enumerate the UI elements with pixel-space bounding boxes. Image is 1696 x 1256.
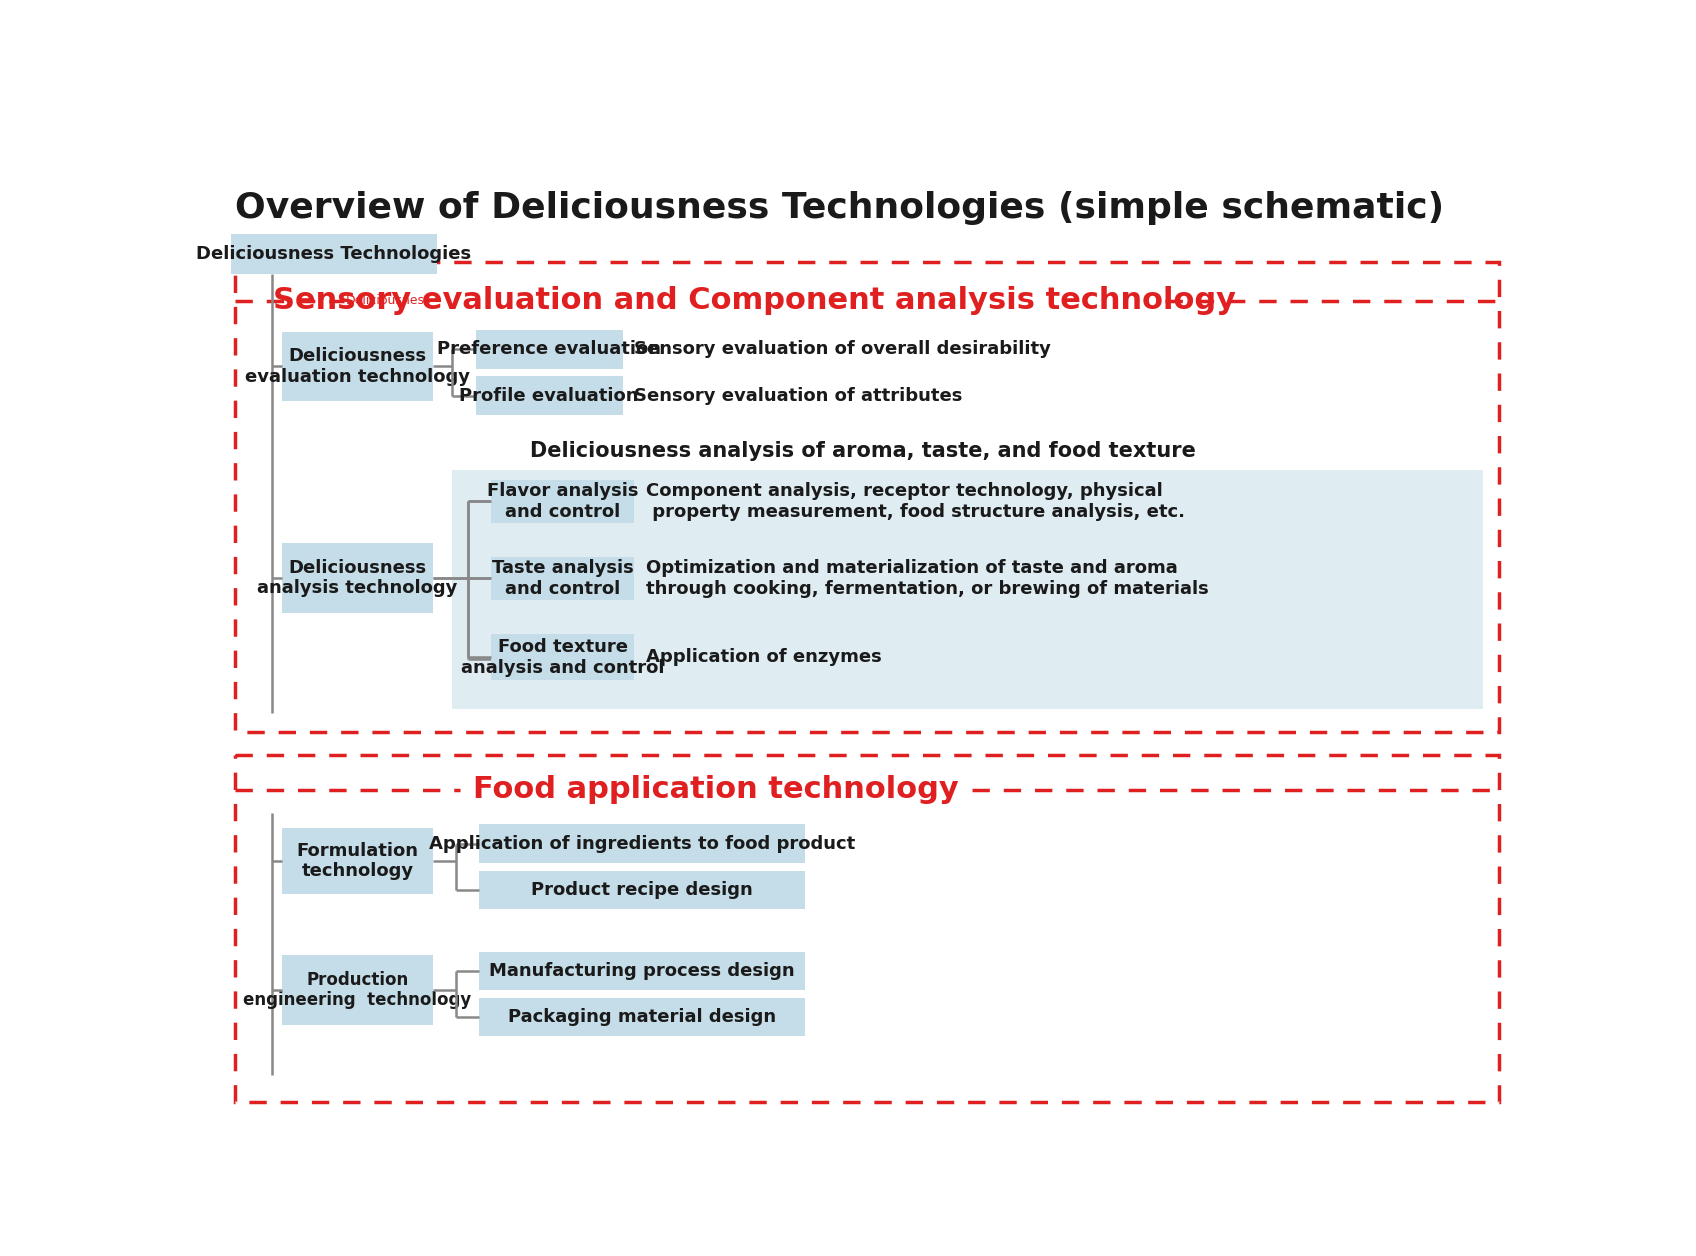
FancyBboxPatch shape: [282, 956, 432, 1025]
FancyBboxPatch shape: [480, 997, 806, 1036]
FancyBboxPatch shape: [453, 470, 1482, 708]
Bar: [236, 263, 1499, 732]
FancyBboxPatch shape: [492, 634, 634, 681]
Text: Sensory evaluation of overall desirability: Sensory evaluation of overall desirabili…: [634, 340, 1052, 358]
FancyBboxPatch shape: [282, 544, 432, 613]
FancyBboxPatch shape: [475, 377, 622, 414]
Text: Food application technology: Food application technology: [473, 775, 958, 804]
FancyBboxPatch shape: [480, 824, 806, 863]
Text: Application of enzymes: Application of enzymes: [646, 648, 882, 667]
FancyBboxPatch shape: [231, 234, 438, 274]
Text: Taste analysis
and control: Taste analysis and control: [492, 559, 634, 598]
Text: Deliciousness: Deliciousness: [346, 294, 431, 308]
Text: Profile evaluation: Profile evaluation: [460, 387, 639, 404]
Text: Deliciousness
analysis technology: Deliciousness analysis technology: [258, 559, 458, 598]
Text: Production
engineering  technology: Production engineering technology: [243, 971, 471, 1010]
Text: Sensory evaluation of attributes: Sensory evaluation of attributes: [634, 387, 963, 404]
Text: Deliciousness
evaluation technology: Deliciousness evaluation technology: [244, 347, 470, 386]
Text: Application of ingredients to food product: Application of ingredients to food produ…: [429, 835, 855, 853]
FancyBboxPatch shape: [480, 870, 806, 909]
Text: Overview of Deliciousness Technologies (simple schematic): Overview of Deliciousness Technologies (…: [236, 191, 1445, 225]
FancyBboxPatch shape: [282, 332, 432, 401]
Text: Deliciousness analysis of aroma, taste, and food texture: Deliciousness analysis of aroma, taste, …: [531, 441, 1196, 461]
FancyBboxPatch shape: [492, 558, 634, 599]
Text: Food texture
analysis and control: Food texture analysis and control: [461, 638, 665, 677]
FancyBboxPatch shape: [282, 828, 432, 894]
Text: Deliciousness Technologies: Deliciousness Technologies: [197, 245, 471, 263]
FancyBboxPatch shape: [492, 480, 634, 522]
Text: Flavor analysis
and control: Flavor analysis and control: [487, 482, 638, 521]
Text: Optimization and materialization of taste and aroma
through cooking, fermentatio: Optimization and materialization of tast…: [646, 559, 1209, 598]
Text: Component analysis, receptor technology, physical
 property measurement, food st: Component analysis, receptor technology,…: [646, 482, 1186, 521]
Text: Preference evaluation: Preference evaluation: [438, 340, 661, 358]
FancyBboxPatch shape: [480, 952, 806, 990]
FancyBboxPatch shape: [475, 330, 622, 368]
Text: Manufacturing process design: Manufacturing process design: [490, 962, 795, 980]
Text: Packaging material design: Packaging material design: [509, 1009, 777, 1026]
Text: Sensory evaluation and Component analysis technology: Sensory evaluation and Component analysi…: [273, 286, 1236, 315]
Text: Formulation
technology: Formulation technology: [297, 842, 419, 880]
Bar: [236, 755, 1499, 1102]
Text: Product recipe design: Product recipe design: [531, 880, 753, 899]
